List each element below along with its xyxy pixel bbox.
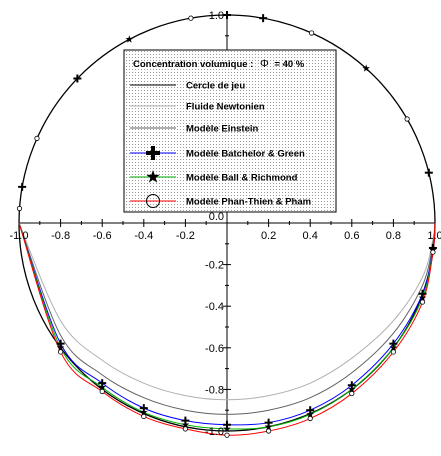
series-mod-le-ball-richmond-point	[389, 343, 398, 352]
series-mod-le-phan-thien-pham-point	[265, 428, 272, 434]
x-tick-label: 0.2	[261, 230, 276, 242]
series-mod-le-ball-richmond-point	[306, 410, 314, 418]
legend-title-value: = 40 %	[274, 59, 304, 70]
y-tick-label: -0.6	[205, 343, 224, 355]
circle-marker	[424, 168, 433, 177]
legend-label: Modèle Ball & Richmond	[186, 173, 298, 184]
circle-marker	[125, 35, 134, 43]
series-mod-le-ball-richmond-point	[418, 293, 427, 302]
x-tick-label: -0.4	[134, 230, 153, 242]
legend-item-mod-le-batchelor-green: Modèle Batchelor & Green	[130, 146, 305, 160]
markers	[16, 11, 437, 438]
x-tick-label: 1.0	[427, 230, 441, 242]
series-mod-le-phan-thien-pham-point	[419, 299, 426, 305]
circle-marker	[34, 135, 40, 141]
legend-item-fluide-newtonien: Fluide Newtonien	[130, 102, 265, 113]
y-tick-label: -0.2	[205, 260, 224, 272]
legend-title-label: Concentration volumique :	[133, 59, 253, 70]
zero-label: 0.0	[209, 211, 224, 223]
legend-item-mod-le-einstein: Modèle Einstein	[130, 124, 259, 135]
circle-marker	[188, 15, 194, 21]
series-mod-le-ball-richmond-point	[223, 424, 231, 433]
series-mod-le-phan-thien-pham-point	[307, 415, 313, 422]
legend-label: Modèle Phan-Thien & Pham	[186, 197, 311, 208]
x-tick-label: -0.6	[93, 230, 112, 242]
x-tick-label: -1.0	[10, 230, 29, 242]
circle-marker	[404, 116, 410, 122]
series-mod-le-ball-richmond-point	[264, 422, 273, 431]
circle-marker	[362, 64, 370, 72]
circle-marker	[259, 14, 268, 23]
circle-marker	[18, 182, 27, 191]
legend-circle	[146, 194, 160, 208]
circle-marker	[309, 30, 315, 36]
y-tick-label: -0.4	[205, 301, 224, 313]
series-mod-le-ball-richmond-point	[348, 385, 356, 393]
series-mod-le-phan-thien-pham-point	[430, 249, 436, 255]
circle-marker	[73, 74, 82, 83]
series-mod-le-einstein	[18, 222, 436, 415]
series-mod-le-phan-thien-pham-point	[99, 388, 105, 395]
series-mod-le-phan-thien-pham-point	[390, 349, 396, 355]
series-mod-le-ball-richmond-point	[98, 383, 106, 391]
series-fluide-newtonien	[18, 222, 436, 401]
legend-item-mod-le-phan-thien-pham: Modèle Phan-Thien & Pham	[130, 194, 311, 208]
tick-labels: -1.0-0.8-0.6-0.4-0.20.20.40.60.81.00.20.…	[10, 10, 441, 438]
y-tick-label: -0.8	[205, 384, 224, 396]
legend-title: Concentration volumique : Φ = 40 %	[133, 58, 305, 70]
series-mod-le-phan-thien-pham-point	[141, 413, 147, 420]
circle-marker	[223, 11, 231, 19]
legend: Concentration volumique : Φ = 40 % Cercl…	[123, 49, 337, 213]
y-tick-label: 1.0	[209, 10, 224, 22]
legend-label: Fluide Newtonien	[186, 102, 265, 113]
series-mod-le-ball-richmond-point	[140, 408, 148, 416]
x-tick-label: -0.8	[51, 230, 70, 242]
series-mod-le-phan-thien-pham-point	[57, 349, 64, 355]
series-mod-le-ball-richmond-point	[181, 420, 190, 428]
x-tick-label: 0.4	[303, 230, 318, 242]
x-tick-label: 0.8	[386, 230, 401, 242]
legend-label: Modèle Batchelor & Green	[186, 149, 305, 160]
legend-label: Modèle Einstein	[186, 124, 259, 135]
y-tick-label: -1.0	[205, 426, 224, 438]
series-mod-le-ball-richmond-point	[56, 343, 65, 352]
x-tick-label: -0.2	[176, 230, 195, 242]
legend-label: Cercle de jeu	[186, 81, 245, 92]
legend-title-symbol: Φ	[260, 58, 269, 70]
series-mod-le-phan-thien-pham-point	[224, 432, 230, 438]
legend-entries: Cercle de jeu Fluide Newtonien Modèle Eins…	[130, 81, 311, 208]
legend-star	[146, 170, 160, 183]
circle-marker	[16, 205, 23, 212]
series-mod-le-phan-thien-pham-point	[349, 390, 355, 397]
legend-box	[123, 49, 337, 213]
legend-item-mod-le-ball-richmond: Modèle Ball & Richmond	[130, 170, 298, 184]
series-mod-le-phan-thien-pham-point	[182, 426, 188, 432]
legend-item-cercle-de-jeu: Cercle de jeu	[130, 81, 245, 92]
x-tick-label: 0.6	[344, 230, 359, 242]
